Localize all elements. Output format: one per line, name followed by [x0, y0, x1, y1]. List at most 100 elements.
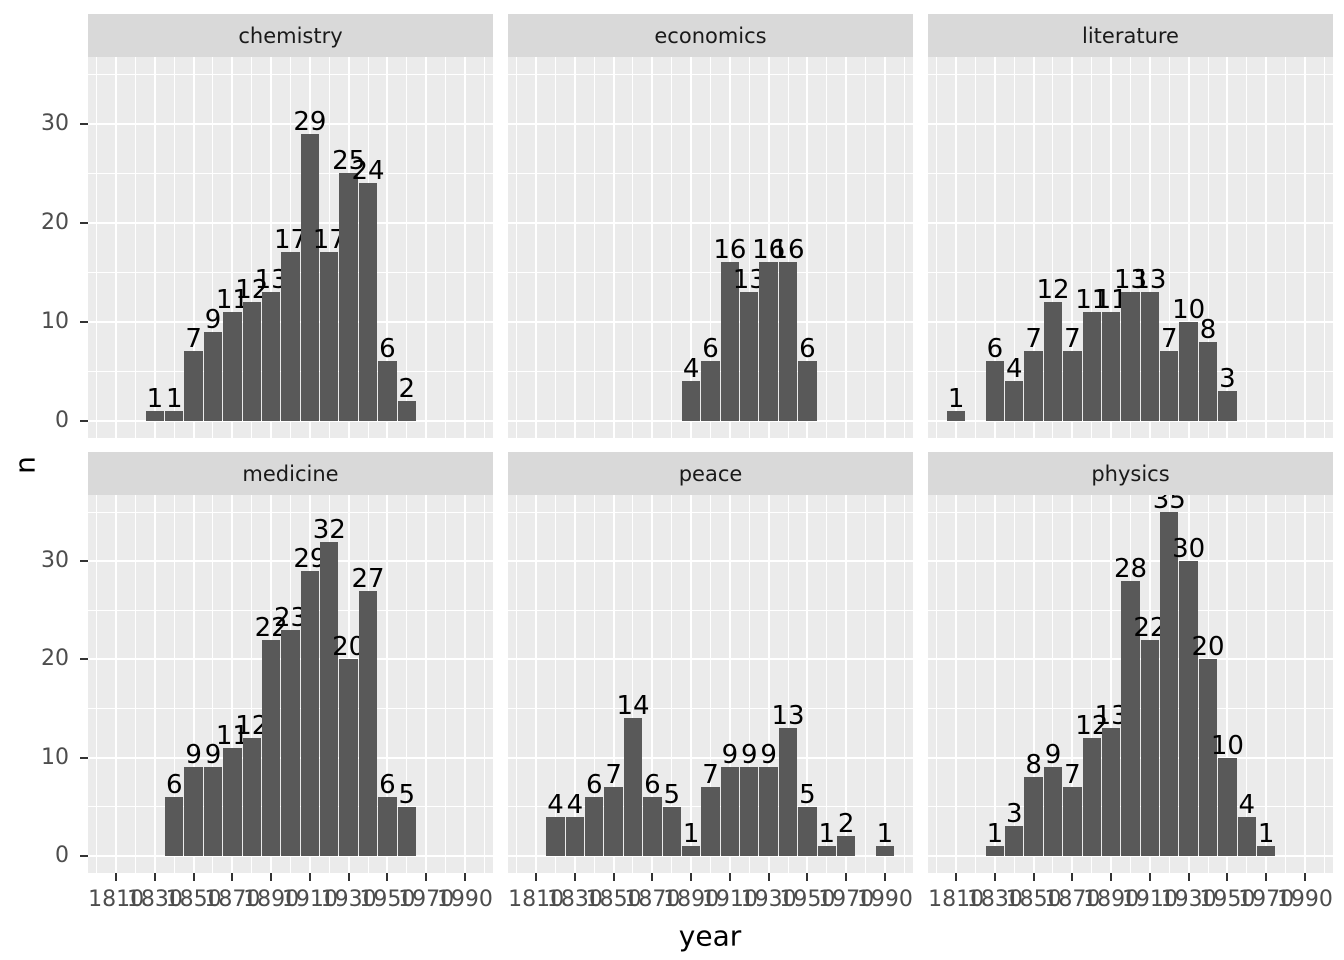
gridline-major-horizontal	[88, 221, 493, 224]
bar-value-label: 9	[740, 740, 758, 771]
bar-physics-1830	[985, 846, 1005, 856]
x-axis-tick-label: 1990	[436, 887, 493, 912]
y-axis-tick-label: 20	[41, 646, 69, 672]
bar-medicine-1960	[397, 806, 416, 856]
x-axis-tick-mark	[883, 873, 886, 881]
x-axis-tick-mark	[728, 873, 731, 881]
y-axis-tick-label: 0	[55, 842, 69, 868]
x-axis-tick-mark	[1303, 873, 1306, 881]
bar-literature-1940	[1198, 341, 1218, 421]
facet-strip-label: economics	[654, 23, 767, 48]
bar-value-label: 6	[165, 769, 183, 800]
gridline-minor-horizontal	[928, 172, 1333, 174]
gridline-minor-vertical	[445, 57, 447, 438]
gridline-minor-horizontal	[88, 511, 493, 513]
gridline-major-vertical	[806, 57, 809, 438]
bar-value-label: 7	[1025, 324, 1042, 355]
gridline-minor-vertical	[593, 57, 595, 438]
x-axis-tick-label: 1830	[126, 887, 183, 912]
gridline-minor-vertical	[554, 495, 556, 873]
bar-value-label: 1	[165, 383, 183, 414]
bar-economics-1940	[778, 262, 798, 421]
bar-peace-1860	[623, 718, 643, 856]
x-axis-tick-mark	[1148, 873, 1151, 881]
gridline-major-horizontal	[508, 320, 913, 323]
gridline-major-vertical	[270, 57, 273, 438]
bar-economics-1920	[740, 292, 759, 421]
bar-value-label: 25	[332, 146, 366, 177]
gridline-minor-vertical	[632, 495, 634, 873]
gridline-minor-vertical	[710, 57, 711, 438]
bar-literature-1870	[1063, 351, 1082, 421]
bar-value-label: 8	[1199, 314, 1217, 345]
facet-panel-chemistry: 1 1 7 9 11 12 13 17 29 17 25 24 6 2	[88, 57, 493, 438]
gridline-major-vertical	[612, 57, 615, 438]
bar-value-label: 9	[760, 740, 777, 771]
gridline-major-vertical	[845, 495, 848, 873]
y-axis-tick-label: 30	[41, 548, 69, 574]
gridline-major-vertical	[153, 495, 156, 873]
x-axis-tick-label: 1930	[320, 887, 377, 912]
bar-economics-1900	[701, 361, 720, 421]
gridline-major-horizontal	[928, 122, 1333, 125]
gridline-major-vertical	[425, 57, 428, 438]
bar-value-label: 9	[185, 740, 202, 771]
x-axis-tick-label: 1890	[663, 887, 720, 912]
gridline-minor-vertical	[445, 495, 447, 873]
bar-medicine-1900	[281, 630, 300, 856]
x-axis-tick-label: 1830	[546, 887, 603, 912]
gridline-minor-vertical	[1207, 57, 1209, 438]
gridline-major-horizontal	[928, 221, 1333, 224]
bar-value-label: 1	[146, 383, 164, 414]
bar-peace-1820	[546, 816, 565, 856]
bar-physics-1940	[1198, 659, 1218, 856]
gridline-major-horizontal	[508, 854, 913, 857]
facet-strip-peace: peace	[508, 452, 913, 495]
bar-literature-1810	[946, 410, 966, 421]
bar-peace-1880	[662, 806, 681, 856]
facet-strip-label: physics	[1091, 461, 1170, 486]
gridline-minor-vertical	[865, 495, 867, 873]
gridline-minor-vertical	[251, 57, 253, 438]
bar-chemistry-1880	[242, 301, 261, 421]
bar-value-label: 7	[605, 760, 622, 791]
bar-value-label: 6	[702, 334, 719, 365]
bar-chemistry-1930	[339, 173, 358, 421]
x-axis-tick-mark	[1110, 873, 1113, 881]
bar-value-label: 13	[771, 701, 805, 732]
bar-chemistry-1910	[300, 133, 320, 421]
bar-value-label: 8	[1025, 750, 1042, 781]
bar-value-label: 1	[947, 383, 965, 414]
gridline-minor-horizontal	[928, 511, 1333, 513]
y-axis-tick-mark	[80, 419, 88, 422]
bar-chemistry-1950	[378, 361, 397, 421]
gridline-major-vertical	[1265, 57, 1268, 438]
x-axis-tick-mark	[231, 873, 234, 881]
bar-medicine-1850	[184, 767, 203, 856]
x-axis-tick-label: 1870	[1044, 887, 1101, 912]
gridline-major-vertical	[231, 495, 234, 873]
gridline-major-vertical	[993, 495, 996, 873]
x-axis-tick-label: 1850	[585, 887, 642, 912]
x-axis-tick-label: 1990	[856, 887, 913, 912]
y-axis-tick-mark	[80, 854, 88, 857]
gridline-minor-vertical	[1052, 495, 1054, 873]
facet-strip-label: chemistry	[238, 23, 343, 48]
facet-panel-literature: 1 6 4 7 12 7 11 11 13 13 7 10 8 3	[928, 57, 1333, 438]
bar-peace-1950	[798, 806, 817, 856]
gridline-minor-vertical	[1246, 57, 1248, 438]
gridline-minor-vertical	[1285, 495, 1287, 873]
x-axis-tick-mark	[192, 873, 195, 881]
x-axis-tick-label: 1970	[1238, 887, 1295, 912]
x-axis-tick-mark	[651, 873, 654, 881]
gridline-major-vertical	[153, 57, 156, 438]
gridline-major-vertical	[1110, 57, 1113, 438]
gridline-major-horizontal	[928, 854, 1333, 857]
gridline-minor-vertical	[671, 495, 673, 873]
gridline-major-horizontal	[88, 419, 493, 422]
y-axis-tick-label: 10	[41, 744, 69, 770]
x-axis-tick-label: 1970	[398, 887, 455, 912]
x-axis-tick-mark	[1071, 873, 1074, 881]
x-axis-tick-mark	[386, 873, 389, 881]
x-axis-tick-label: 1870	[624, 887, 681, 912]
